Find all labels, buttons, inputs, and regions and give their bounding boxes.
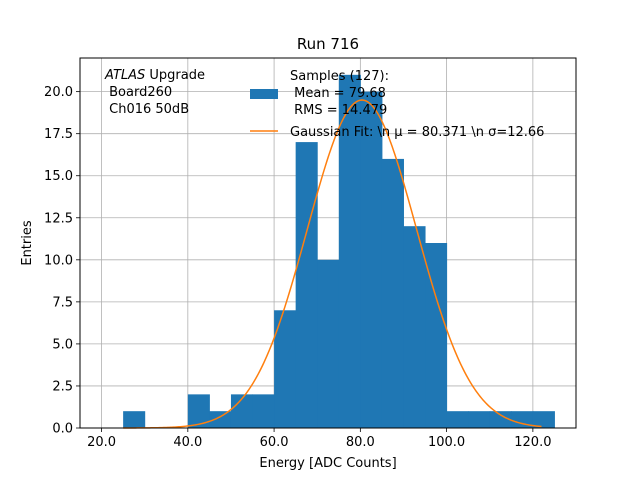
histogram-bar-13 <box>403 226 426 428</box>
x-tick-label-3: 80.0 <box>346 435 375 450</box>
legend-histogram-line2: Mean = 79.68 <box>290 86 386 101</box>
x-tick-label-0: 20.0 <box>87 435 116 450</box>
x-tick-label-1: 40.0 <box>173 435 202 450</box>
histogram-bar-10 <box>338 74 361 429</box>
histogram-bar-3 <box>187 394 210 428</box>
chart-title: Run 716 <box>297 35 359 53</box>
histogram-bar-19 <box>532 411 555 428</box>
x-tick-label-4: 100.0 <box>428 435 465 450</box>
histogram-bar-18 <box>511 411 534 428</box>
histogram-bar-16 <box>468 411 491 428</box>
histogram-bar-12 <box>381 158 404 428</box>
legend-histogram-swatch <box>250 89 278 99</box>
histogram-bar-14 <box>425 243 448 428</box>
legend-histogram-line3: RMS = 14.479 <box>290 103 387 118</box>
x-tick-label-2: 60.0 <box>260 435 289 450</box>
y-tick-label-1: 2.5 <box>52 379 73 394</box>
y-tick-label-8: 20.0 <box>44 85 73 100</box>
x-tick-label-5: 120.0 <box>514 435 551 450</box>
y-axis-title: Entries <box>20 220 35 266</box>
annotation-channel: Ch016 50dB <box>105 102 189 117</box>
legend-histogram-line1: Samples (127): <box>290 69 389 84</box>
x-axis-title: Energy [ADC Counts] <box>259 456 396 471</box>
y-tick-label-7: 17.5 <box>44 127 73 142</box>
histogram-bar-9 <box>317 259 340 428</box>
histogram-bar-4 <box>209 411 232 428</box>
y-tick-label-0: 0.0 <box>52 422 73 437</box>
gaussian-fit-curve <box>123 99 542 429</box>
y-tick-label-4: 10.0 <box>44 253 73 268</box>
x-axis-ticks: 20.0 40.0 60.0 80.0 100.0 120.0 <box>87 428 551 450</box>
y-axis-ticks: 0.0 2.5 5.0 7.5 10.0 12.5 15.0 17.5 20.0 <box>44 85 80 437</box>
histogram-bar-15 <box>446 411 469 428</box>
y-tick-label-5: 12.5 <box>44 211 73 226</box>
legend-fit-label: Gaussian Fit: \n μ = 80.371 \n σ=12.66 <box>290 125 544 140</box>
svg-text:ATLAS Upgrade: ATLAS Upgrade <box>104 68 205 83</box>
gaussian-fit <box>123 99 542 429</box>
histogram-bar-7 <box>274 310 297 428</box>
histogram-bar-17 <box>489 411 512 428</box>
y-tick-label-2: 5.0 <box>52 337 73 352</box>
histogram-bars <box>123 74 555 429</box>
histogram-bar-0 <box>123 411 146 428</box>
histogram-bar-6 <box>252 394 275 428</box>
y-tick-label-6: 15.0 <box>44 169 73 184</box>
annotation-board: Board260 <box>105 85 172 100</box>
annotation-text: ATLAS Upgrade Board260 Ch016 50dB <box>104 68 205 117</box>
histogram-bar-11 <box>360 91 383 429</box>
annotation-upgrade: Upgrade <box>145 68 205 83</box>
histogram-bar-5 <box>230 394 254 428</box>
y-tick-label-3: 7.5 <box>52 295 73 310</box>
legend: Samples (127): Mean = 79.68 RMS = 14.479… <box>250 69 544 140</box>
annotation-atlas: ATLAS <box>104 68 145 83</box>
plot-frame <box>79 57 577 429</box>
histogram-bar-8 <box>295 142 318 428</box>
